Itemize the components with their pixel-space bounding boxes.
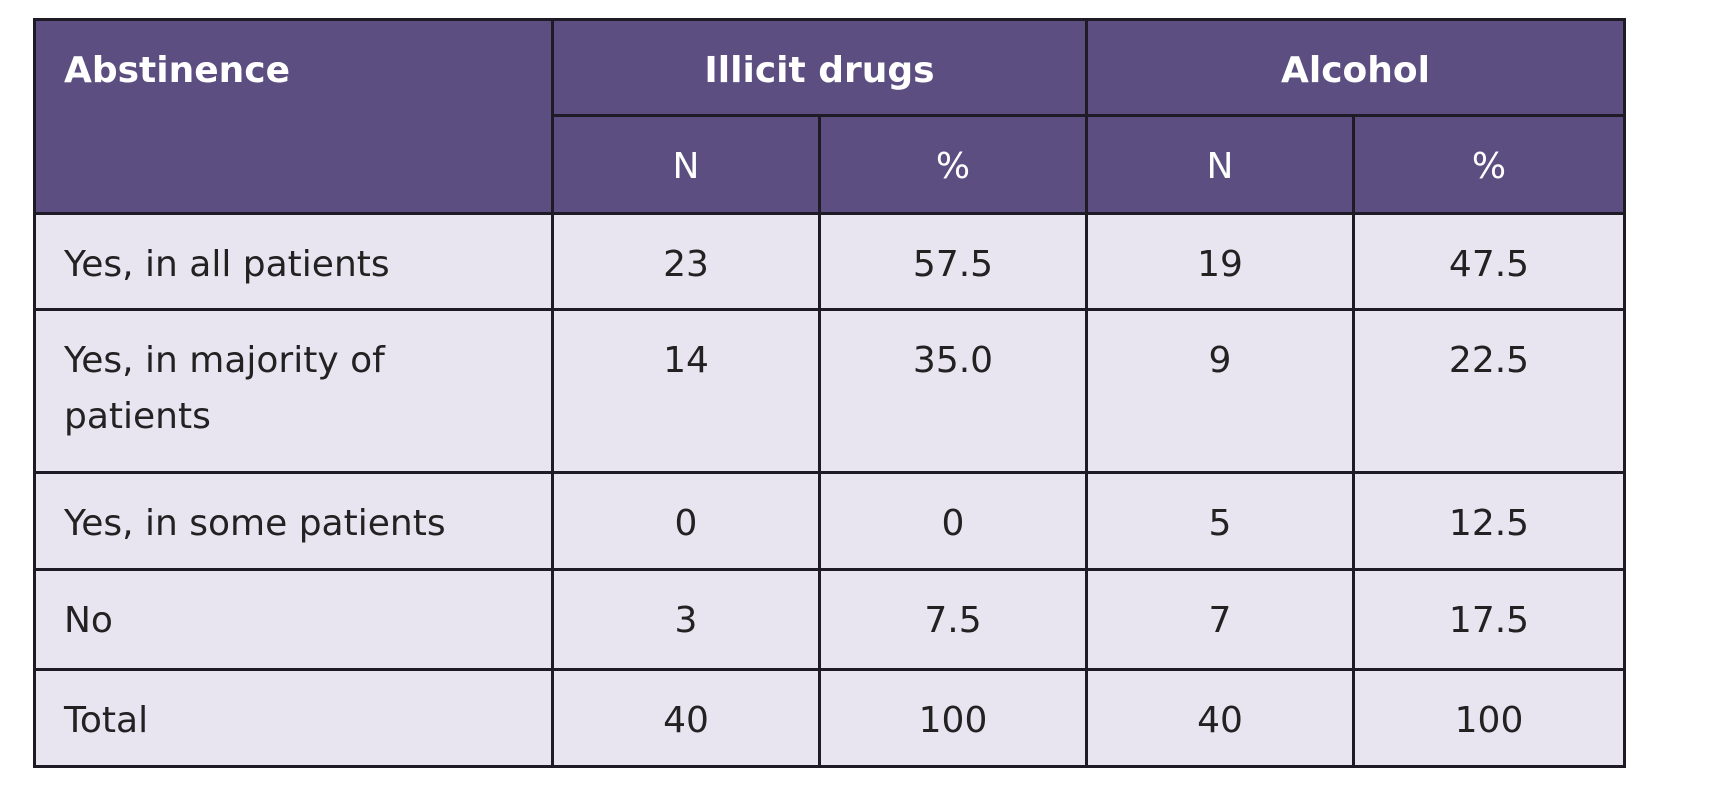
- cell-value: 3: [551, 568, 821, 671]
- cell-value: 57.5: [818, 212, 1088, 311]
- row-header-title: Abstinence: [33, 18, 554, 215]
- row-label: Yes, in all patients: [33, 212, 554, 311]
- table-row: Yes, in some patients 0 0 5 12.5: [33, 471, 1627, 571]
- table-wrapper: Abstinence Illicit drugs Alcohol N% N% Yes, …: [33, 18, 1627, 768]
- cell-value: 100: [1351, 668, 1627, 768]
- column-subheader: N: [1085, 114, 1355, 215]
- cell-value: 0: [551, 471, 821, 571]
- column-subheader: %: [1351, 114, 1627, 215]
- cell-value: 5: [1085, 471, 1355, 571]
- cell-value: 7: [1085, 568, 1355, 671]
- column-group-header: Illicit drugs: [551, 18, 1088, 117]
- cell-value: 7.5: [818, 568, 1088, 671]
- abstinence-table: Abstinence Illicit drugs Alcohol N% N% Yes, …: [33, 18, 1627, 768]
- cell-value: 0: [818, 471, 1088, 571]
- cell-value: 40: [1085, 668, 1355, 768]
- cell-value: 12.5: [1351, 471, 1627, 571]
- table-row: Yes, in majority of patients 14 35.0 9 22.5: [33, 308, 1627, 474]
- table-body: Yes, in all patients 23 57.5 19 47.5 Yes, in …: [33, 212, 1627, 768]
- header-row: Abstinence Illicit drugs Alcohol: [33, 18, 1627, 215]
- row-label: Yes, in majority of patients: [33, 308, 554, 474]
- row-label: No: [33, 568, 554, 671]
- table-row: Total 40 100 40 100: [33, 668, 1627, 768]
- table-header: Abstinence Illicit drugs Alcohol N% N%: [33, 18, 1627, 215]
- cell-value: 19: [1085, 212, 1355, 311]
- column-subheader: N: [551, 114, 821, 215]
- cell-value: 9: [1085, 308, 1355, 474]
- column-subheader: %: [818, 114, 1088, 215]
- cell-value: 100: [818, 668, 1088, 768]
- cell-value: 14: [551, 308, 821, 474]
- cell-value: 23: [551, 212, 821, 311]
- column-group-header: Alcohol: [1084, 18, 1627, 117]
- row-label: Total: [33, 668, 554, 768]
- row-label: Yes, in some patients: [33, 471, 554, 571]
- cell-value: 35.0: [818, 308, 1088, 474]
- cell-value: 40: [551, 668, 821, 768]
- cell-value: 47.5: [1351, 212, 1627, 311]
- cell-value: 22.5: [1351, 308, 1627, 474]
- table-row: No 3 7.5 7 17.5: [33, 568, 1627, 671]
- header-subrow: N% N%: [35, 114, 1627, 215]
- cell-value: 17.5: [1351, 568, 1627, 671]
- table-row: Yes, in all patients 23 57.5 19 47.5: [33, 212, 1627, 311]
